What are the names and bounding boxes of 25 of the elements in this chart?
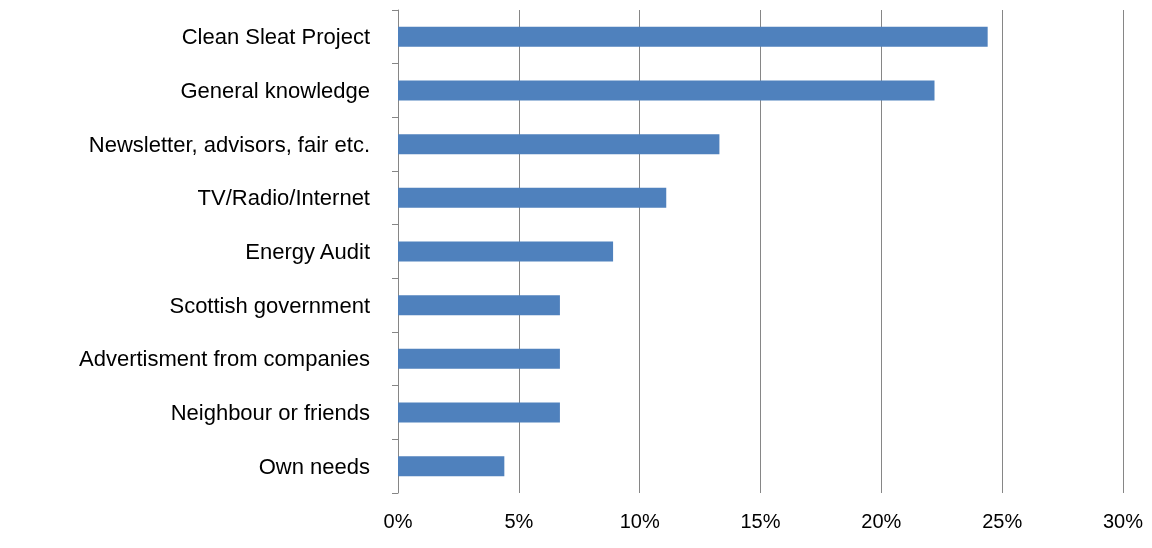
x-tick-label: 0% [383, 510, 413, 532]
bar [398, 456, 505, 477]
x-tick-label: 10% [619, 510, 660, 532]
x-tick-label: 20% [861, 510, 902, 532]
y-tick-label: Advertisment from companies [79, 346, 370, 372]
bar [398, 348, 560, 369]
bar [398, 134, 720, 155]
x-tick-label: 5% [504, 510, 534, 532]
bar [398, 402, 560, 423]
bar [398, 187, 667, 208]
x-tick-label: 25% [982, 510, 1023, 532]
y-tick-label: Neighbour or friends [170, 400, 370, 425]
y-tick-label: Clean Sleat Project [181, 24, 370, 50]
bar [398, 26, 988, 47]
y-tick-label: Energy Audit [245, 239, 370, 264]
y-tick-label: Newsletter, advisors, fair etc. [88, 131, 370, 157]
y-tick-label: Own needs [258, 453, 370, 479]
y-tick-label: General knowledge [180, 78, 370, 103]
x-tick-label: 15% [740, 510, 781, 532]
bar [398, 295, 560, 316]
x-tick-label: 30% [1102, 510, 1144, 532]
bar [398, 241, 614, 262]
y-tick-label: Scottish government [169, 292, 370, 318]
y-tick-label: TV/Radio/Internet [197, 185, 370, 211]
bar [398, 80, 935, 101]
